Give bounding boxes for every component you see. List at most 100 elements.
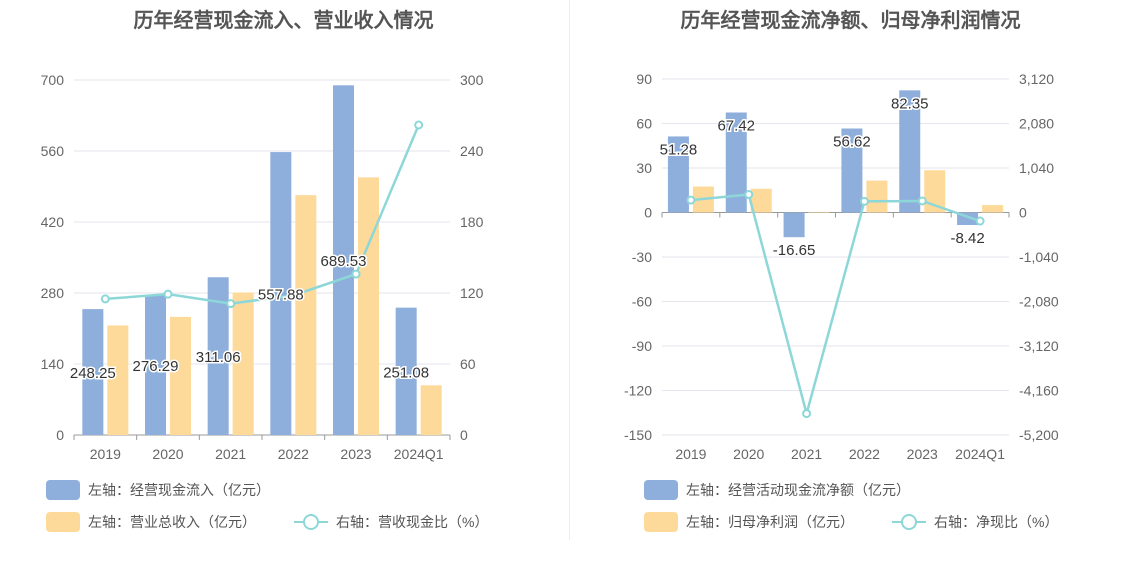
line-point [414,120,424,130]
data-label: 251.08 [383,364,429,381]
legend-swatch-orange [46,512,80,532]
y-left-tick-label: -60 [632,294,652,310]
line-point [917,196,927,206]
y-right-tick-label: 1,040 [1019,160,1054,176]
x-tick-label: 2024Q1 [955,446,1005,462]
y-left-tick-label: 0 [644,205,652,221]
y-left-tick-label: 60 [636,116,652,132]
y-right-tick-label: -2,080 [1019,294,1059,310]
data-label: -8.42 [950,230,984,247]
legend-swatch-orange [644,512,678,532]
x-tick-label: 2023 [340,446,371,462]
data-label: 557.88 [258,287,304,304]
line-point [100,294,110,304]
y-right-tick-label: -3,120 [1019,338,1059,354]
y-left-tick-label: 560 [41,143,65,159]
y-left-tick-label: 0 [56,427,64,443]
y-right-tick-label: 300 [460,72,484,88]
line-point [802,409,812,419]
y-right-tick-label: 2,080 [1019,116,1054,132]
bar-orange [982,205,1004,213]
data-label: 311.06 [196,349,241,366]
legend-label: 右轴：营收现金比（%） [336,514,489,530]
right-chart-panel: 历年经营现金流净额、归母净利润情况 90 60 30 0 -30 -60 -90 -120 -1… [567,0,1134,582]
line-point [686,195,696,205]
y-left-tick-label: -90 [632,338,652,354]
bar-orange [866,180,888,213]
data-label: 51.28 [660,141,698,158]
x-tick-label: 2019 [675,446,706,462]
bar-blue [145,294,166,435]
bar-orange [358,177,379,435]
bar-orange [170,316,191,435]
bar-blue [270,152,292,436]
bar-blue [667,136,689,213]
data-label: 67.42 [717,117,755,134]
bar-blue [207,277,229,435]
x-tick-label: 2021 [215,446,246,462]
data-label: 276.29 [133,358,179,375]
y-left-tick-label: -150 [624,427,652,443]
y-left-tick-label: -30 [632,249,652,265]
right-chart-plot: 90 60 30 0 -30 -60 -90 -120 -150 3,120 2,080 1,040 0… [624,71,1059,462]
panel-divider [569,0,570,540]
line-point [226,299,236,309]
line-point [975,216,985,226]
legend-label: 左轴：归母净利润（亿元） [686,514,854,530]
bar-blue [333,85,354,435]
x-tick-label: 2023 [907,446,938,462]
data-label: 248.25 [70,365,116,382]
legend-item-net-cash-flow[interactable]: 左轴：经营活动现金流净额（亿元） [644,480,910,500]
bar-orange [295,195,317,435]
bar-orange [924,170,946,213]
data-label: 82.35 [891,95,929,112]
line-point [351,269,361,279]
bar-blue [783,212,805,238]
legend-swatch-blue [46,480,80,500]
legend-item-ratio[interactable]: 右轴：营收现金比（%） [294,512,488,532]
y-right-tick-label: 3,120 [1019,71,1054,87]
line-point [859,196,869,206]
data-label: 56.62 [833,134,871,151]
y-right-tick-label: 180 [460,214,484,230]
legend-item-net-cash-ratio[interactable]: 右轴：净现比（%） [892,512,1058,532]
x-tick-label: 2020 [733,446,764,462]
line-point [163,289,173,299]
bar-orange [750,188,772,213]
bar-orange [107,325,129,435]
data-label: 689.53 [321,253,367,270]
y-left-tick-label: 90 [636,71,652,87]
chart-title: 历年经营现金流净额、归母净利润情况 [680,10,1021,32]
chart-title: 历年经营现金流入、营业收入情况 [133,10,434,32]
bar-orange [232,292,254,435]
legend-line-marker-icon [892,512,926,532]
bar-orange [808,212,830,213]
bar-blue [395,307,417,435]
bar-orange [420,385,442,435]
legend-label: 左轴：经营活动现金流净额（亿元） [686,482,910,498]
x-tick-label: 2020 [152,446,183,462]
line-point [744,190,754,200]
y-right-tick-label: -1,040 [1019,249,1059,265]
y-right-tick-label: 0 [1019,205,1027,221]
bar-blue [82,309,104,435]
legend-label: 左轴：经营现金流入（亿元） [88,482,270,498]
y-left-tick-label: -120 [624,383,652,399]
x-tick-label: 2021 [791,446,822,462]
y-right-tick-label: 60 [460,356,476,372]
legend-item-cash-inflow[interactable]: 左轴：经营现金流入（亿元） [46,480,270,500]
bar-blue [899,90,921,213]
line-point [288,290,298,300]
bar-blue [725,112,747,213]
legend-item-revenue[interactable]: 左轴：营业总收入（亿元） [46,512,256,532]
left-chart-plot: 0 140 280 420 560 700 0 60 120 180 240 300 2019 2020 2… [41,72,484,462]
legend-swatch-blue [644,480,678,500]
y-right-tick-label: 0 [460,427,468,443]
x-tick-label: 2022 [849,446,880,462]
series-line [690,193,981,419]
y-right-tick-label: -4,160 [1019,383,1059,399]
y-left-tick-label: 420 [41,214,65,230]
y-left-tick-label: 280 [41,285,65,301]
legend-label: 左轴：营业总收入（亿元） [88,514,256,530]
legend-item-net-profit[interactable]: 左轴：归母净利润（亿元） [644,512,854,532]
